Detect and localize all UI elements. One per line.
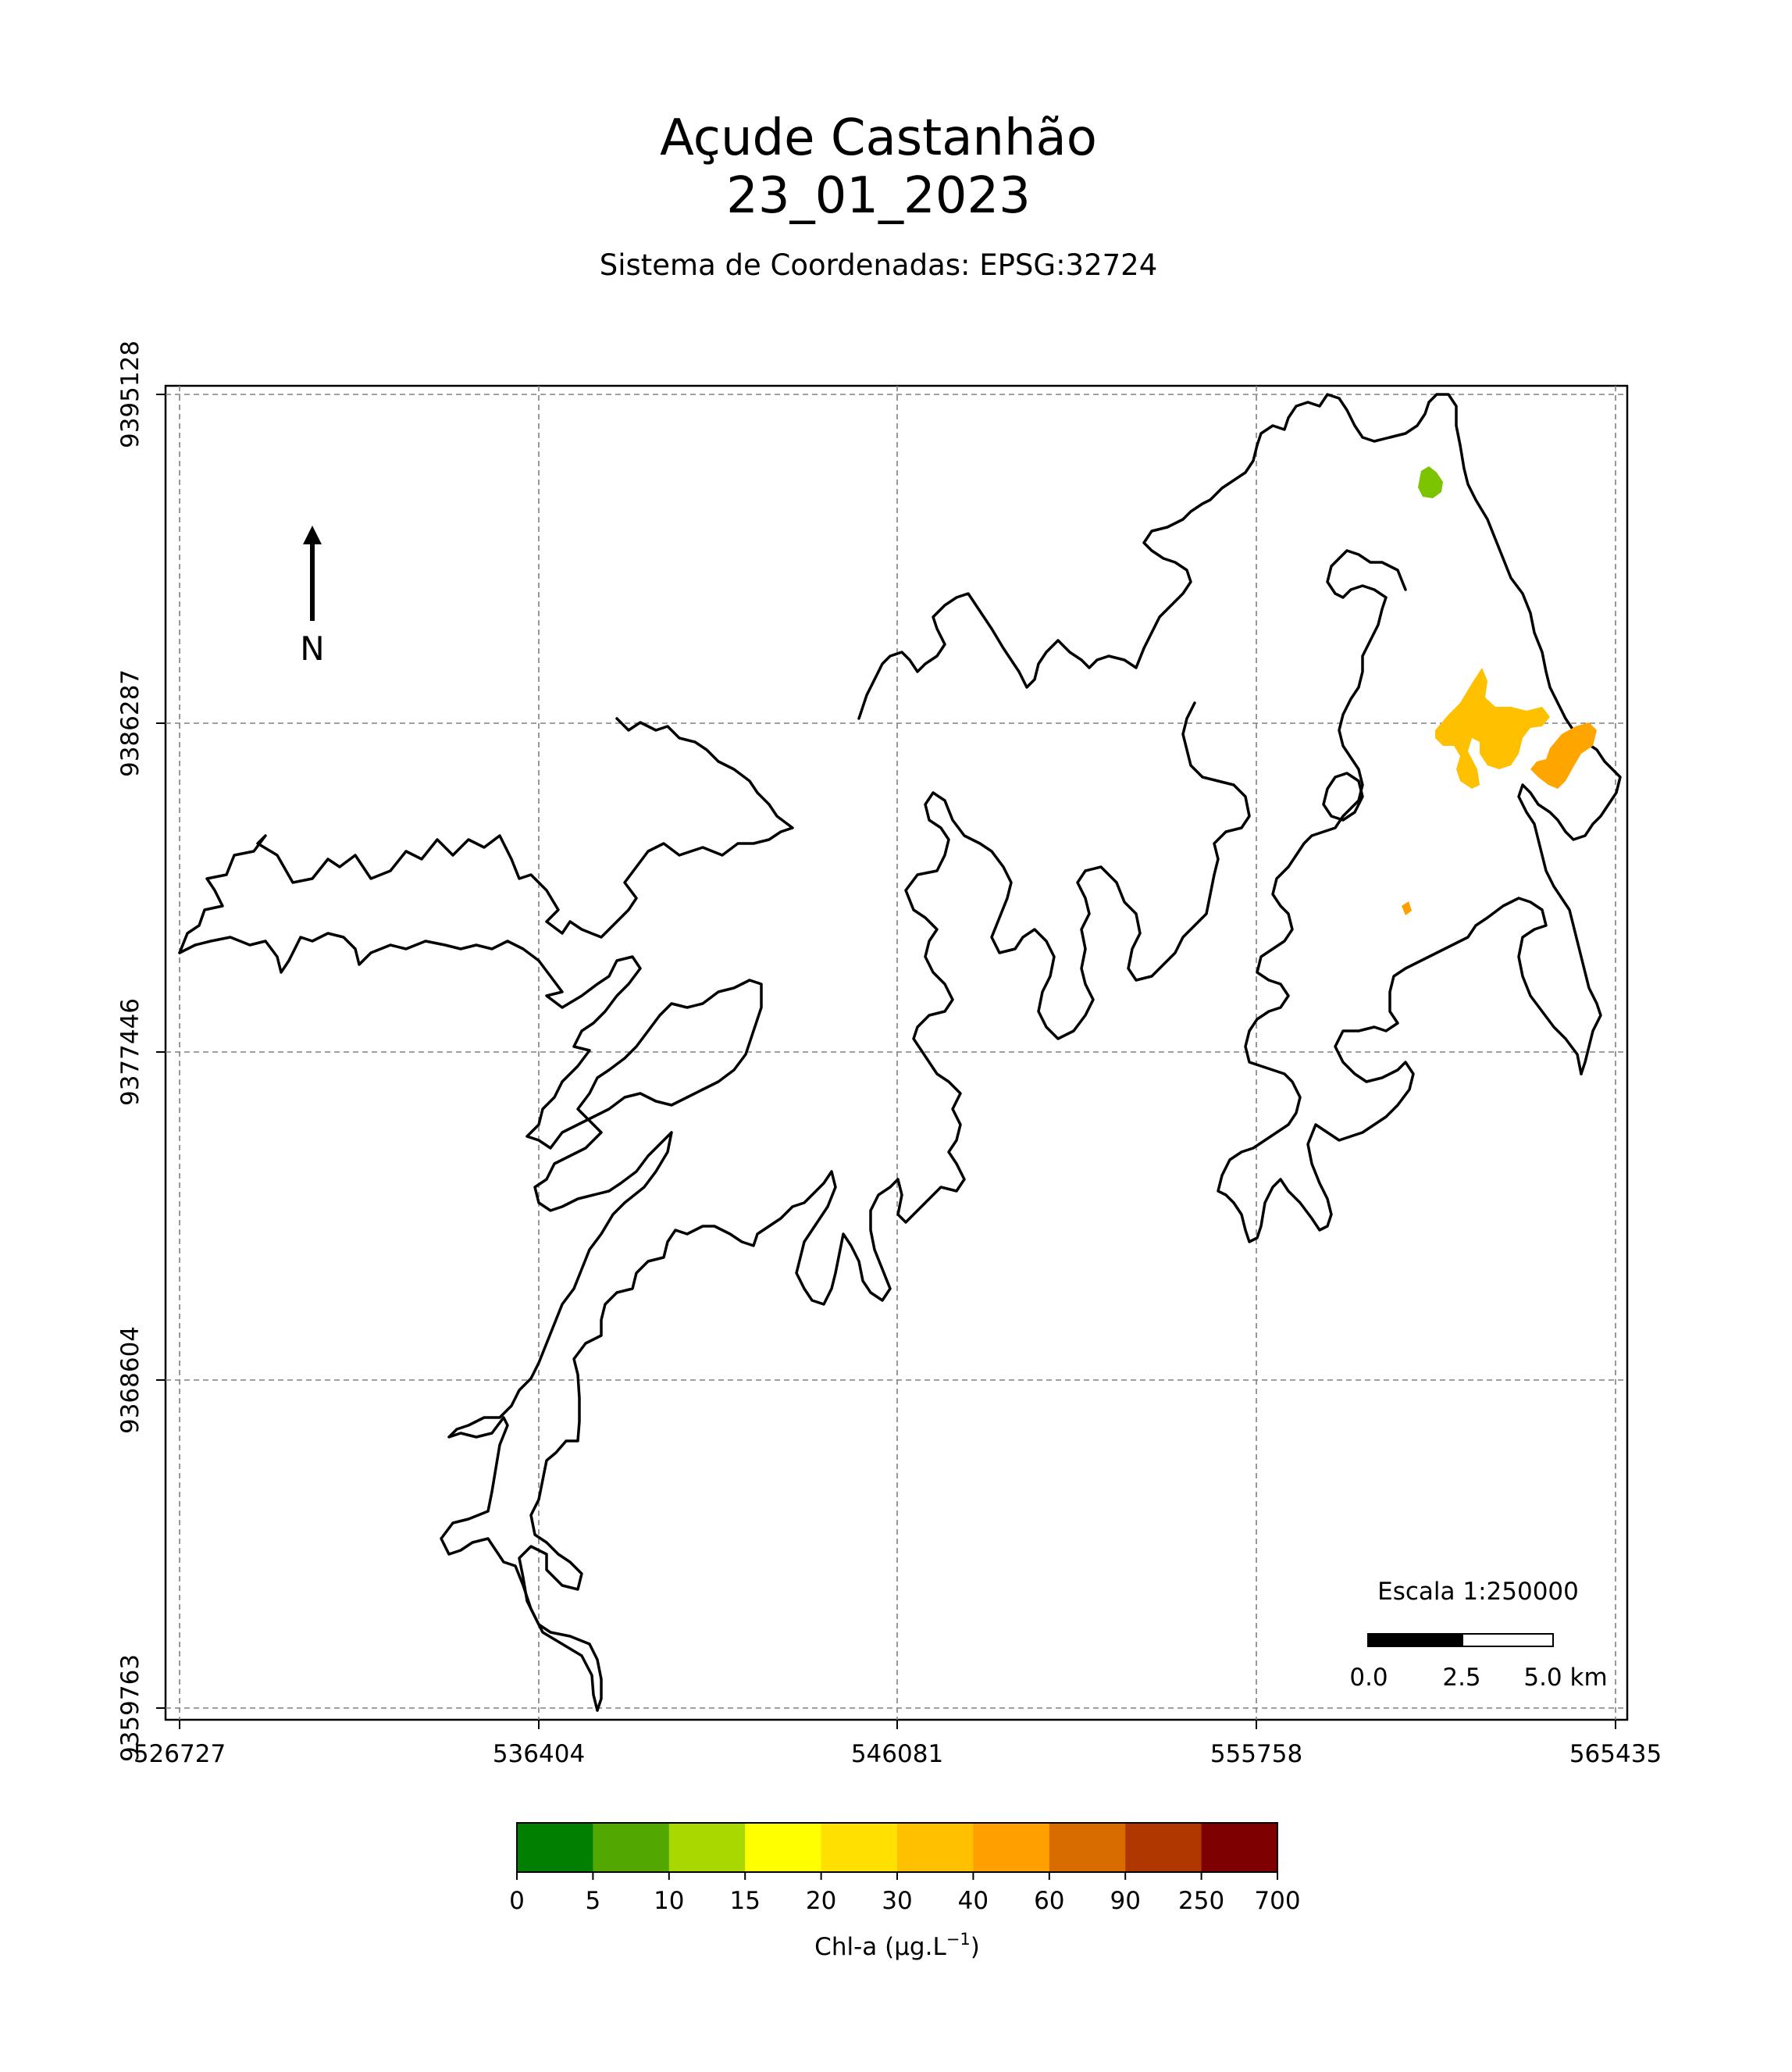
chl-patch-east-small <box>1530 722 1597 789</box>
scale-title: Escala 1:250000 <box>1377 1578 1579 1606</box>
chl-patch-east-main <box>1435 668 1550 789</box>
colorbar-tick-label: 30 <box>882 1887 912 1915</box>
x-tick-label: 536404 <box>493 1740 585 1768</box>
map-title: Açude Castanhão 23_01_2023 <box>0 109 1757 225</box>
chl-a-patches <box>1402 466 1597 915</box>
colorbar-segment <box>745 1823 822 1872</box>
colorbar-label: Chl-a (μg.L−1) <box>814 1930 980 1961</box>
colorbar-label-end: ) <box>971 1933 980 1961</box>
scale-label-mid: 2.5 <box>1442 1664 1480 1692</box>
y-tick-label: 9386287 <box>116 669 144 777</box>
colorbar-segment <box>897 1823 974 1872</box>
colorbar-tick-label: 5 <box>586 1887 601 1915</box>
x-tick-label: 546081 <box>851 1740 943 1768</box>
colorbar-label-text: Chl-a (μg.L <box>814 1933 946 1961</box>
colorbar-segment <box>1201 1823 1278 1872</box>
chl-patch-south-speck <box>1402 901 1412 915</box>
axis-ticks <box>156 394 1616 1729</box>
colorbar-tick-label: 40 <box>958 1887 989 1915</box>
map-title-line1: Açude Castanhão <box>660 109 1097 167</box>
colorbar-tick-label: 20 <box>806 1887 836 1915</box>
y-tick-label: 9359763 <box>116 1654 144 1762</box>
north-arrow: N <box>300 526 325 668</box>
scale-label-start: 0.0 <box>1349 1664 1388 1692</box>
colorbar-segments <box>517 1823 1278 1872</box>
scale-segment-black <box>1367 1633 1463 1647</box>
reservoir-east-lobes <box>1217 549 1583 1243</box>
colorbar-segment <box>821 1823 898 1872</box>
map-title-line2: 23_01_2023 <box>726 167 1031 225</box>
x-tick-label: 555758 <box>1210 1740 1302 1768</box>
colorbar-segment <box>1125 1823 1202 1872</box>
north-label: N <box>300 629 324 668</box>
reservoir-west-arm-south <box>178 932 763 1150</box>
colorbar-tick-label: 15 <box>729 1887 760 1915</box>
reservoir-outline <box>178 393 1622 1712</box>
colorbar: 0 5 10 15 20 30 40 60 90 250 700 Chl-a (μg.L−1) <box>509 1822 1301 1961</box>
colorbar-segment <box>517 1823 593 1872</box>
map-frame <box>164 384 1629 1721</box>
chl-patch-north-green <box>1418 466 1443 498</box>
colorbar-segment <box>973 1823 1050 1872</box>
colorbar-tick-label: 60 <box>1034 1887 1064 1915</box>
colorbar-tick-label: 700 <box>1254 1887 1300 1915</box>
scale-segment-white <box>1462 1633 1554 1647</box>
y-tick-labels: 9395128 9386287 9377446 9368604 9359763 <box>116 341 144 1762</box>
colorbar-segment <box>1049 1823 1126 1872</box>
x-tick-label: 565435 <box>1569 1740 1662 1768</box>
y-tick-label: 9377446 <box>116 998 144 1106</box>
colorbar-tick-label: 0 <box>509 1887 525 1915</box>
y-tick-label: 9368604 <box>116 1326 144 1434</box>
map-subtitle: Sistema de Coordenadas: EPSG:32724 <box>599 248 1158 282</box>
colorbar-tick-label: 250 <box>1178 1887 1224 1915</box>
map-grid <box>166 386 1627 1720</box>
scale-label-end: 5.0 km <box>1523 1664 1607 1692</box>
colorbar-label-superscript: −1 <box>946 1930 971 1949</box>
colorbar-ticks: 0 5 10 15 20 30 40 60 90 250 700 <box>509 1872 1301 1915</box>
reservoir-south-arm-east <box>518 701 1251 1712</box>
x-tick-labels: 526727 536404 546081 555758 565435 <box>134 1740 1662 1768</box>
colorbar-tick-label: 10 <box>654 1887 684 1915</box>
reservoir-mid-islands <box>1322 772 1364 822</box>
reservoir-west-arm <box>178 717 794 954</box>
reservoir-north-arm <box>857 393 1622 1075</box>
colorbar-segment <box>593 1823 670 1872</box>
y-tick-label: 9395128 <box>116 341 144 448</box>
north-arrow-head-icon <box>303 526 322 544</box>
colorbar-segment <box>668 1823 746 1872</box>
x-tick-label: 526727 <box>134 1740 226 1768</box>
reservoir-south-arm <box>440 1014 673 1712</box>
scale-bar: Escala 1:250000 0.0 2.5 5.0 km <box>1349 1578 1607 1692</box>
colorbar-tick-label: 90 <box>1110 1887 1140 1915</box>
